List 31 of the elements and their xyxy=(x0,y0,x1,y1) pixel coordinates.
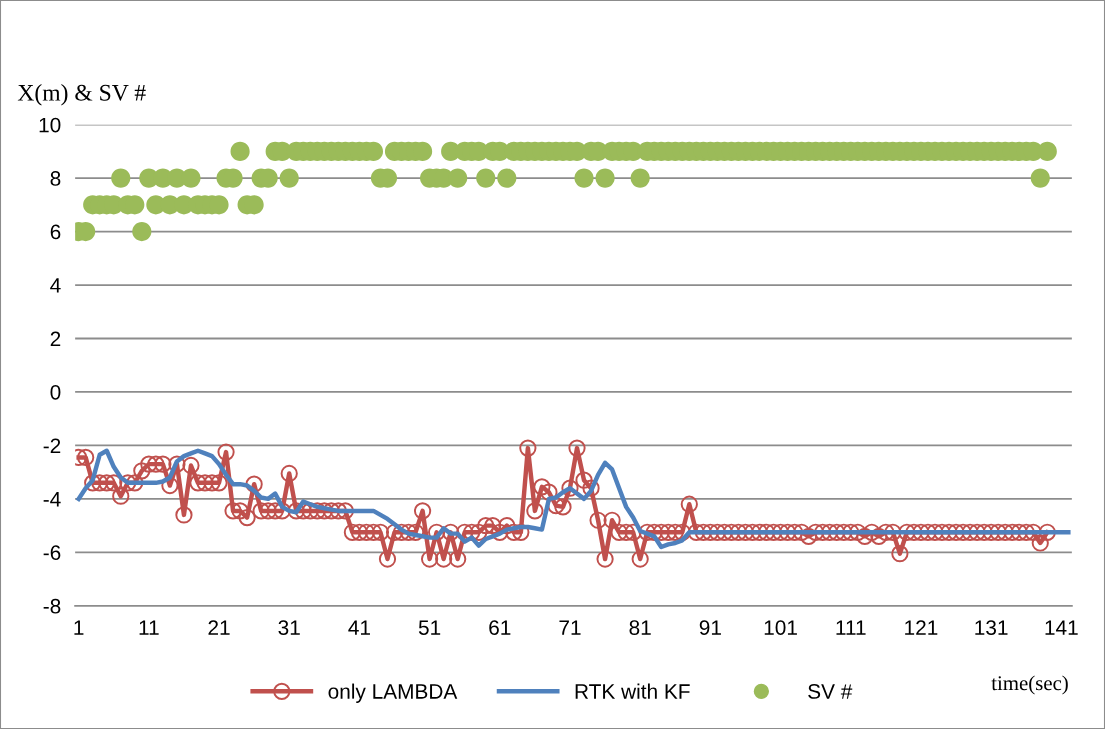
y-tick-label: 8 xyxy=(50,171,61,186)
x-tick-label: 121 xyxy=(905,620,938,635)
y-tick-label: 0 xyxy=(50,384,61,400)
y-tick-label: -6 xyxy=(43,545,61,561)
x-tick-label: 81 xyxy=(629,620,651,635)
x-tick-label: 41 xyxy=(348,620,370,635)
x-tick-label: 21 xyxy=(208,620,230,635)
y-tick-label: -4 xyxy=(43,492,61,507)
x-tick-label: 131 xyxy=(975,620,1008,635)
legend-label: SV # xyxy=(808,684,853,699)
x-tick-label: 71 xyxy=(559,620,581,635)
y-tick-label: -8 xyxy=(43,598,61,614)
x-tick-label: 91 xyxy=(699,620,721,635)
x-tick-label: 61 xyxy=(489,620,511,635)
x-tick-label: 1 xyxy=(74,620,84,635)
x-tick-label: 101 xyxy=(764,620,797,635)
line-series xyxy=(76,448,1071,550)
x-tick-label: 51 xyxy=(418,620,441,635)
x-tick-label: 141 xyxy=(1045,620,1078,635)
x-axis-title: time(sec) xyxy=(991,675,1068,695)
y-tick-label: 2 xyxy=(50,331,61,347)
y-tick-label: 6 xyxy=(50,224,61,240)
y-tick-label: 10 xyxy=(39,117,61,133)
x-tick-label: 111 xyxy=(836,620,866,635)
legend-label: only LAMBDA xyxy=(328,683,458,703)
x-tick-label: 11 xyxy=(139,620,159,635)
legend-label: RTK with KF xyxy=(575,683,690,699)
y-tick-label: -2 xyxy=(43,438,61,453)
y-tick-label: 4 xyxy=(50,278,61,293)
y-axis-title: X(m) & SV # xyxy=(17,84,146,106)
x-tick-label: 31 xyxy=(278,620,300,635)
